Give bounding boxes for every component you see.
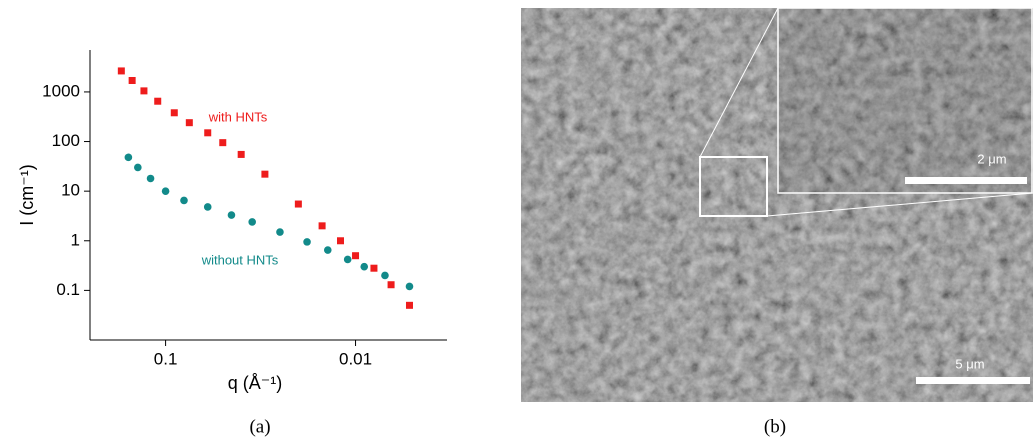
data-point	[370, 265, 377, 272]
data-point	[129, 77, 136, 84]
caption: (b)	[764, 416, 786, 437]
data-point	[219, 139, 226, 146]
scale-bar	[916, 377, 1030, 384]
y-tick-label: 10	[61, 181, 80, 200]
data-point	[238, 151, 245, 158]
data-point	[162, 187, 170, 195]
x-tick-label: 0.01	[339, 349, 372, 368]
data-point	[147, 175, 155, 183]
data-point	[388, 281, 395, 288]
data-point	[295, 201, 302, 208]
data-point	[204, 129, 211, 136]
data-point	[324, 246, 332, 254]
data-point	[140, 87, 147, 94]
data-point	[352, 252, 359, 259]
data-point	[381, 272, 389, 280]
data-point	[319, 222, 326, 229]
x-tick-label: 0.1	[154, 349, 178, 368]
data-point	[228, 211, 236, 219]
plot: 0.1 1 10 100 1000 0.1 0.01 with HNTs without HNT…	[42, 50, 447, 368]
data-point	[125, 154, 133, 162]
series-label: without HNTs	[201, 252, 279, 267]
figure: 2 μm 5 μm (a) (b) q (Å⁻¹) I (cm⁻¹) 0.1 1 1…	[0, 0, 1033, 443]
data-point	[344, 256, 352, 264]
scale-label: 5 μm	[955, 356, 984, 371]
data-point	[171, 109, 178, 116]
data-point	[154, 98, 161, 105]
y-axis-label: I (cm⁻¹)	[17, 164, 37, 225]
sem-image: 2 μm 5 μm	[521, 8, 1033, 402]
data-point	[248, 218, 256, 226]
y-tick-label: 1000	[42, 81, 80, 100]
data-point	[134, 164, 142, 172]
data-point	[118, 67, 125, 74]
y-tick-label: 1	[71, 230, 80, 249]
data-point	[337, 237, 344, 244]
scale-bar	[905, 177, 1027, 184]
caption: (a)	[249, 416, 270, 437]
data-point	[261, 171, 268, 178]
y-tick-label: 0.1	[56, 280, 80, 299]
y-tick-label: 100	[52, 131, 80, 150]
page: 2 μm 5 μm (a) (b) q (Å⁻¹) I (cm⁻¹) 0.1 1 1…	[0, 0, 1033, 448]
x-axis-label: q (Å⁻¹)	[228, 373, 283, 393]
data-point	[360, 263, 368, 271]
data-point	[186, 119, 193, 126]
data-point	[303, 238, 311, 246]
series-label: with HNTs	[208, 109, 268, 124]
data-point	[204, 203, 212, 211]
scale-label: 2 μm	[977, 151, 1006, 166]
data-point	[406, 302, 413, 309]
data-point	[406, 283, 414, 291]
data-point	[180, 197, 188, 205]
data-point	[276, 228, 284, 236]
